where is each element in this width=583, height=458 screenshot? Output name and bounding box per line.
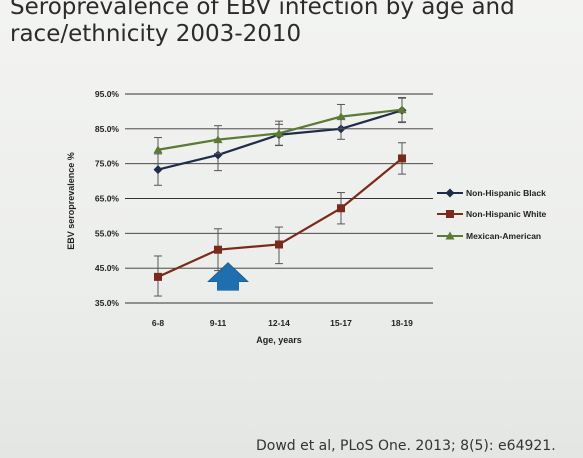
up-arrow-icon: [206, 262, 250, 291]
legend-item-non-hispanic-white: Non-Hispanic White: [437, 209, 547, 219]
x-tick-label: 15-17: [330, 318, 352, 328]
data-point: [274, 128, 284, 137]
slide-title-line-2: race/ethnicity 2003-2010: [10, 21, 302, 47]
series-non-hispanic-white: [154, 142, 406, 297]
x-tick-label: 6-8: [152, 318, 165, 328]
legend: Non-Hispanic Black Non-Hispanic White Mexi…: [437, 188, 547, 241]
x-axis-label: Age, years: [256, 335, 302, 345]
data-point: [154, 272, 162, 281]
y-axis-ticks: 35.0% 45.0% 55.0% 65.0% 75.0% 85.0% 95.0%: [95, 89, 120, 308]
data-point: [213, 135, 223, 144]
series-line: [157, 109, 403, 171]
y-tick-label: 45.0%: [95, 263, 120, 273]
series-non-hispanic-black: [153, 97, 407, 186]
data-point: [153, 145, 163, 154]
x-tick-label: 9-11: [210, 318, 227, 328]
citation: Dowd et al, PLoS One. 2013; 8(5): e64921…: [256, 438, 556, 454]
data-point: [336, 112, 346, 121]
series-group: [153, 96, 407, 297]
y-tick-label: 75.0%: [95, 159, 120, 169]
series-line: [157, 108, 403, 151]
legend-item-mexican-american: Mexican-American: [437, 231, 541, 241]
data-point: [275, 240, 283, 249]
y-tick-label: 95.0%: [95, 89, 120, 99]
slide-title: Seroprevalence of EBV infection by age a…: [10, 0, 570, 48]
x-axis-ticks: 6-8 9-11 12-14 15-17 18-19: [152, 318, 413, 328]
data-point: [398, 154, 406, 163]
series-mexican-american: [153, 96, 407, 165]
arrow-head: [206, 262, 250, 283]
x-tick-label: 12-14: [268, 318, 290, 328]
y-axis-label: EBV seroprevalence %: [66, 152, 76, 250]
data-point: [213, 150, 223, 160]
legend-marker: [445, 188, 455, 198]
y-tick-label: 35.0%: [95, 298, 120, 308]
legend-label: Non-Hispanic White: [466, 209, 547, 219]
x-tick-label: 18-19: [391, 318, 413, 328]
y-tick-label: 85.0%: [95, 124, 120, 134]
legend-marker: [445, 231, 455, 240]
y-tick-label: 55.0%: [95, 228, 120, 238]
legend-label: Mexican-American: [466, 231, 541, 241]
data-point: [214, 245, 222, 254]
legend-item-non-hispanic-black: Non-Hispanic Black: [437, 188, 546, 198]
data-point: [337, 204, 345, 213]
legend-marker: [446, 210, 454, 218]
slide-title-line-1: Seroprevalence of EBV infection by age a…: [10, 0, 515, 20]
y-tick-label: 65.0%: [95, 194, 120, 204]
data-point: [397, 105, 407, 114]
legend-label: Non-Hispanic Black: [466, 188, 546, 198]
data-point: [153, 165, 163, 175]
series-line: [157, 157, 403, 278]
arrow-shaft: [217, 280, 239, 291]
